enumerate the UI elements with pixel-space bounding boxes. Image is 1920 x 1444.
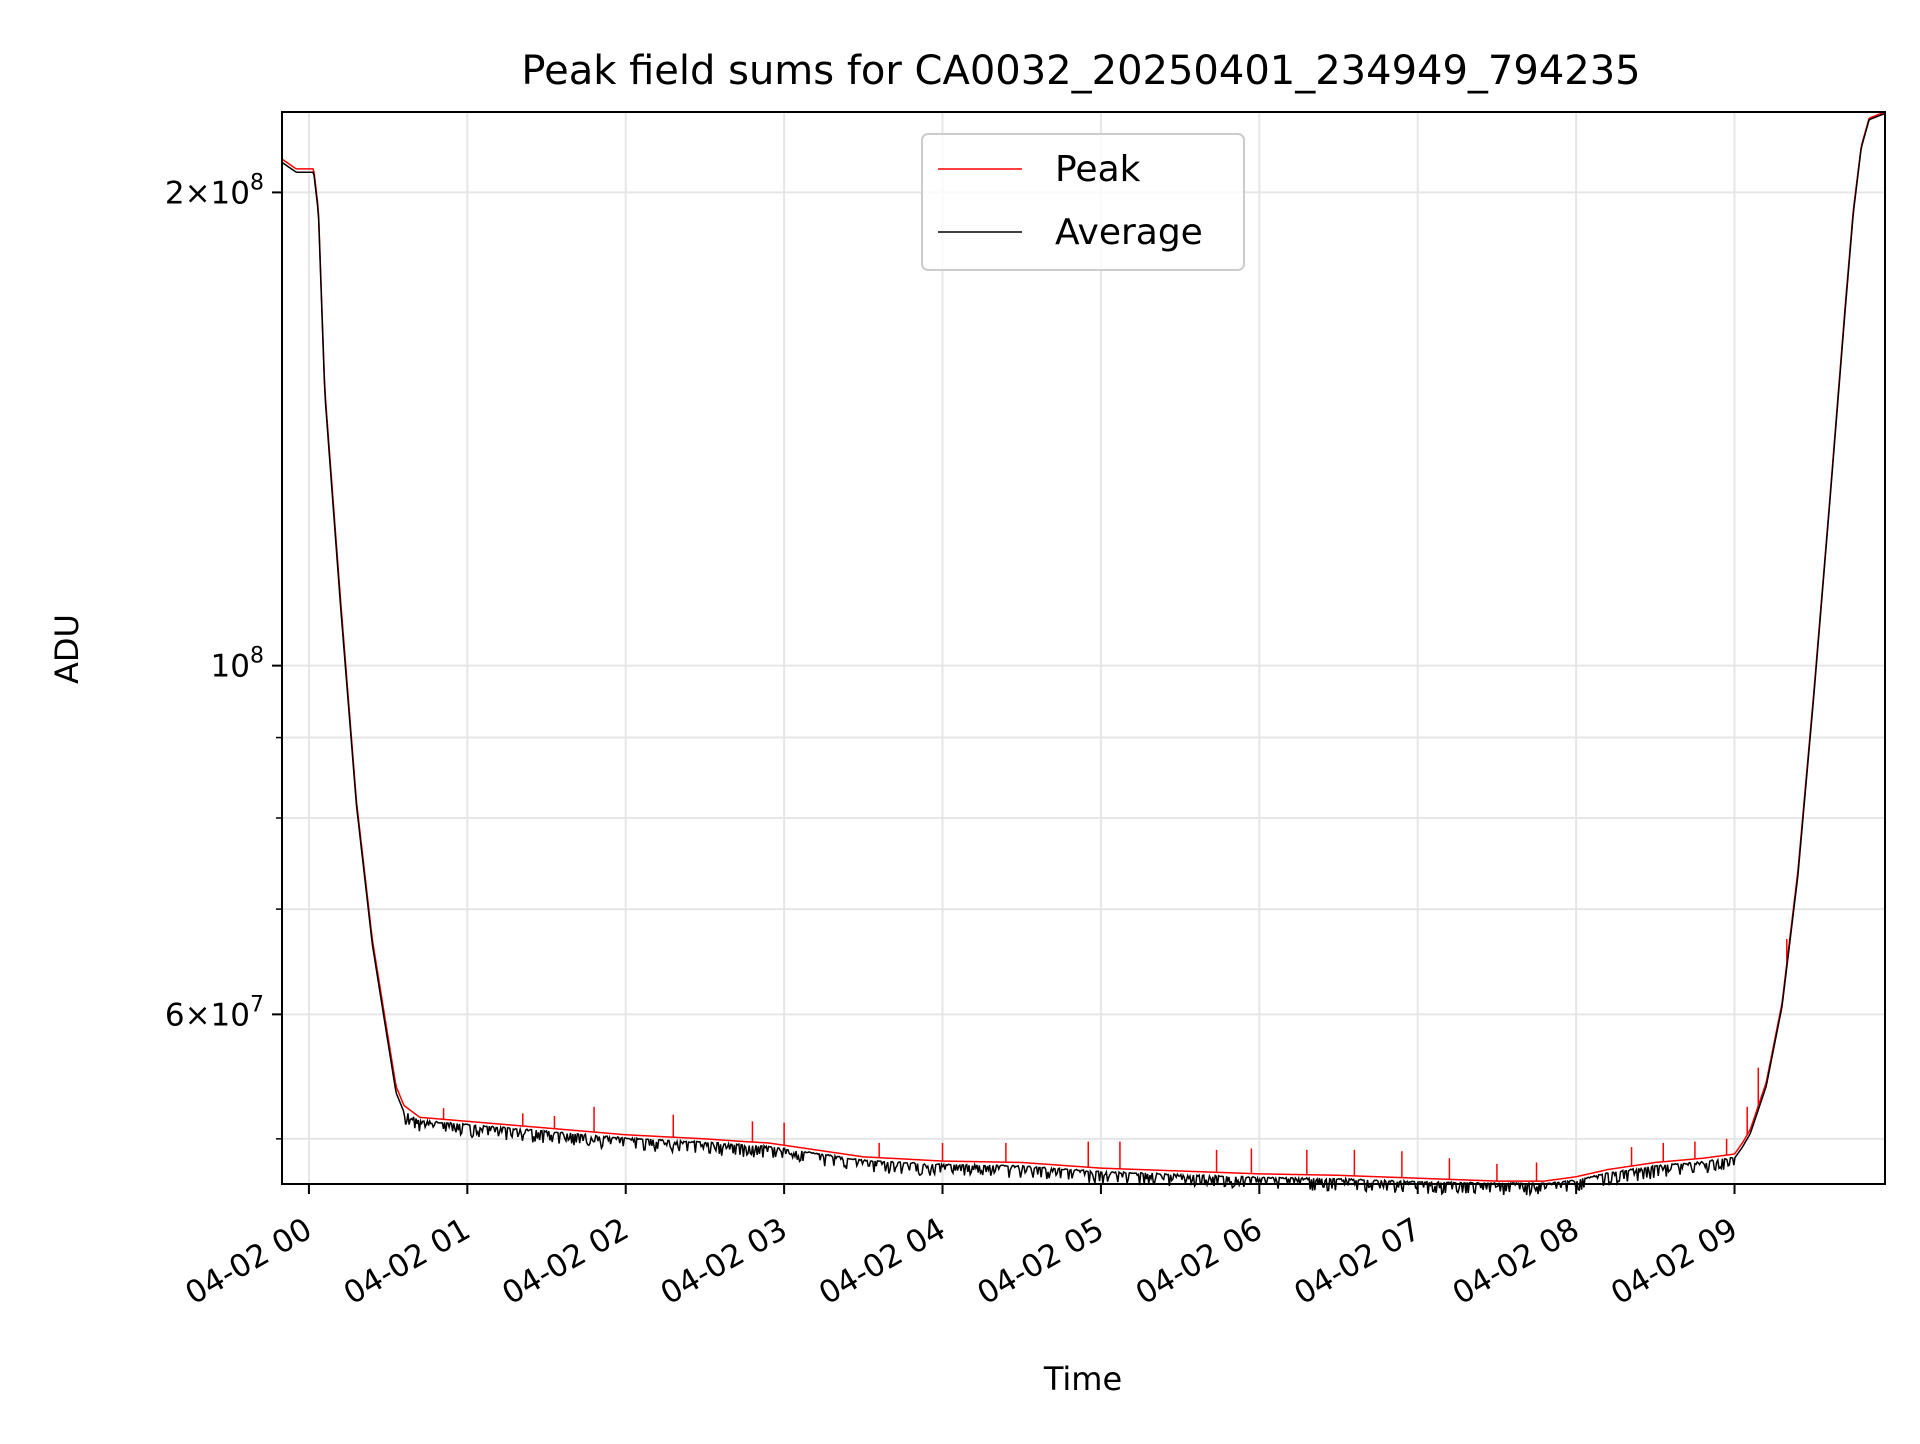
grid-layer bbox=[282, 112, 1885, 1184]
series-layer bbox=[281, 111, 1886, 1198]
series-line-peak bbox=[281, 111, 1886, 1182]
legend-box bbox=[921, 133, 1245, 271]
y-axis-title: ADU bbox=[48, 614, 86, 684]
chart-title: Peak field sums for CA0032_20250401_2349… bbox=[521, 48, 1640, 94]
legend-label-average: Average bbox=[1055, 212, 1203, 253]
legend-label-peak: Peak bbox=[1055, 149, 1141, 190]
series-line-average bbox=[281, 112, 1886, 1198]
y-tick-label: 108 bbox=[211, 644, 264, 685]
y-tick-label: 6×107 bbox=[165, 992, 264, 1033]
legend: Peak Average bbox=[921, 133, 1245, 271]
plot-frame bbox=[281, 111, 1886, 1185]
x-axis-title: Time bbox=[1043, 1360, 1122, 1398]
y-tick-label: 2×108 bbox=[165, 170, 264, 211]
